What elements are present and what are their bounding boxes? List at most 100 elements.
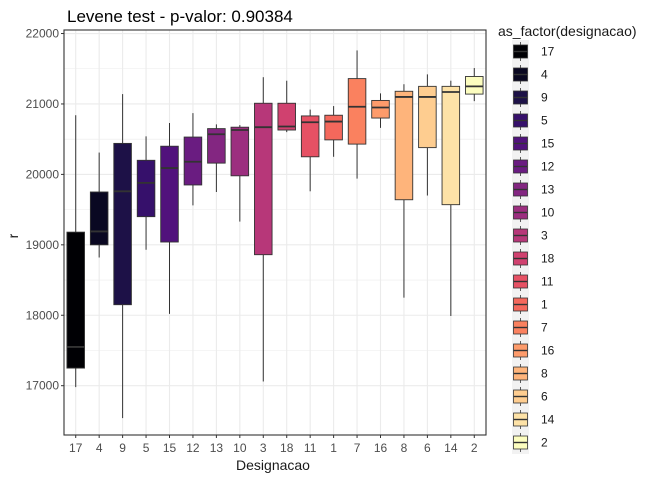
x-tick-label: 3	[260, 441, 267, 455]
x-tick-label: 18	[280, 441, 294, 455]
legend-label: 15	[541, 137, 555, 151]
box-8	[394, 84, 414, 298]
legend-label: 9	[541, 91, 548, 105]
x-tick-label: 13	[210, 441, 224, 455]
box-body	[371, 99, 390, 119]
box-13	[207, 124, 226, 192]
x-tick-label: 14	[444, 441, 458, 455]
legend-label: 12	[541, 160, 555, 174]
legend-item-1: 1	[512, 293, 548, 316]
box-body	[347, 78, 367, 145]
box-body	[418, 85, 437, 149]
box-2	[465, 68, 484, 102]
x-tick-label: 11	[304, 441, 317, 455]
legend-item-6: 6	[512, 385, 548, 408]
box-body	[324, 114, 343, 141]
box-body	[254, 102, 273, 256]
x-tick-label: 1	[330, 441, 337, 455]
box-15	[160, 122, 179, 314]
box-body	[441, 85, 461, 206]
box-body	[277, 102, 296, 131]
box-body	[230, 126, 250, 177]
box-7	[347, 50, 367, 179]
y-tick-label: 17000	[26, 379, 60, 393]
box-body	[136, 159, 156, 218]
panel-border	[63, 29, 487, 436]
legend-label: 16	[541, 344, 555, 358]
legend-item-17: 17	[512, 40, 555, 63]
box-18	[277, 80, 296, 133]
box-9	[113, 94, 132, 419]
legend-label: 11	[541, 275, 554, 289]
box-body	[89, 191, 109, 246]
y-tick-label: 19000	[26, 238, 60, 252]
box-14	[441, 80, 461, 316]
box-body	[160, 145, 179, 243]
legend-item-12: 12	[512, 155, 555, 178]
box-body	[113, 142, 132, 306]
legend-item-11: 11	[512, 270, 554, 293]
y-tick-label: 18000	[26, 308, 60, 322]
box-body	[465, 76, 484, 95]
y-tick-label: 20000	[26, 167, 60, 181]
legend-label: 7	[541, 321, 548, 335]
box-body	[207, 128, 226, 164]
box-body	[394, 90, 414, 201]
x-tick-label: 7	[354, 441, 361, 455]
legend-item-8: 8	[512, 362, 548, 385]
plot-panel	[64, 30, 486, 435]
legend-item-18: 18	[512, 247, 555, 270]
legend-item-16: 16	[512, 339, 555, 362]
x-axis-title: Designacao	[236, 457, 310, 473]
box-10	[230, 125, 250, 222]
legend-label: 10	[541, 206, 555, 220]
box-1	[324, 106, 343, 157]
box-4	[89, 152, 109, 258]
x-tick-label: 12	[186, 441, 200, 455]
legend-title: as_factor(designacao)	[498, 23, 637, 39]
y-axis-title: r	[5, 233, 21, 238]
legend-label: 5	[541, 114, 548, 128]
x-tick-label: 6	[424, 441, 431, 455]
legend-item-5: 5	[512, 109, 548, 132]
x-tick-label: 10	[233, 441, 247, 455]
box-6	[418, 74, 437, 196]
box-11	[300, 109, 320, 192]
legend-label: 18	[541, 252, 555, 266]
x-tick-label: 16	[374, 441, 388, 455]
legend-item-14: 14	[512, 408, 555, 431]
legend-item-10: 10	[512, 201, 555, 224]
box-12	[183, 113, 203, 206]
legend-label: 4	[541, 68, 548, 82]
legend-item-4: 4	[512, 63, 548, 86]
legend-label: 1	[541, 298, 548, 312]
chart-title: Levene test - p-valor: 0.90384	[67, 7, 293, 26]
legend-item-9: 9	[512, 86, 548, 109]
legend-label: 2	[541, 436, 548, 450]
box-5	[136, 136, 156, 250]
x-tick-label: 4	[96, 441, 103, 455]
box-17	[66, 115, 85, 388]
legend-label: 8	[541, 367, 548, 381]
legend-item-7: 7	[512, 316, 548, 339]
legend-label: 13	[541, 183, 555, 197]
box-body	[300, 115, 320, 158]
x-tick-label: 5	[143, 441, 150, 455]
x-tick-label: 9	[119, 441, 126, 455]
legend-item-15: 15	[512, 132, 555, 155]
x-tick-label: 17	[69, 441, 83, 455]
legend-item-2: 2	[512, 431, 548, 454]
legend-label: 3	[541, 229, 548, 243]
box-body	[66, 231, 85, 369]
x-tick-label: 2	[471, 441, 478, 455]
y-tick-label: 22000	[26, 27, 60, 41]
legend-label: 17	[541, 45, 555, 59]
y-tick-label: 21000	[26, 97, 60, 111]
x-tick-label: 8	[401, 441, 408, 455]
legend-item-3: 3	[512, 224, 548, 247]
legend-label: 14	[541, 413, 555, 427]
x-tick-label: 15	[163, 441, 177, 455]
